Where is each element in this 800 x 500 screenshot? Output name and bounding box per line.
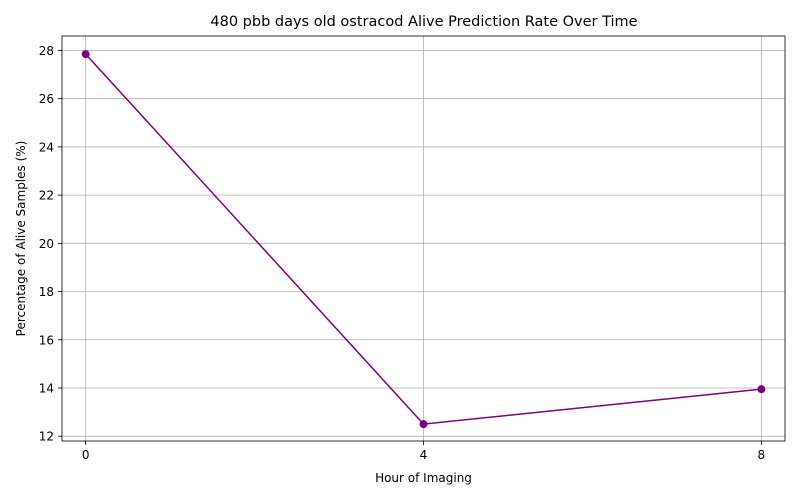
y-tick-label: 22	[39, 189, 54, 203]
data-point	[419, 420, 428, 429]
data-point	[81, 50, 90, 59]
axis-ticks: 0 4 8 12 14 16 18 20 22 24 26 28	[39, 44, 765, 462]
x-tick-label: 0	[82, 448, 90, 462]
y-tick-label: 26	[39, 92, 54, 106]
y-tick-label: 14	[39, 381, 54, 395]
x-axis-label: Hour of Imaging	[375, 471, 472, 485]
y-axis-label: Percentage of Alive Samples (%)	[14, 141, 28, 337]
y-tick-label: 28	[39, 44, 54, 58]
y-tick-label: 16	[39, 333, 54, 347]
data-series	[81, 50, 766, 429]
chart-title: 480 pbb days old ostracod Alive Predicti…	[210, 14, 637, 30]
y-tick-label: 12	[39, 430, 54, 444]
y-tick-label: 20	[39, 237, 54, 251]
x-tick-label: 4	[420, 448, 428, 462]
y-tick-label: 18	[39, 285, 54, 299]
y-tick-label: 24	[39, 140, 54, 154]
x-tick-label: 8	[758, 448, 766, 462]
grid-lines	[62, 36, 785, 441]
plot-frame	[61, 35, 786, 442]
data-point	[757, 385, 766, 394]
